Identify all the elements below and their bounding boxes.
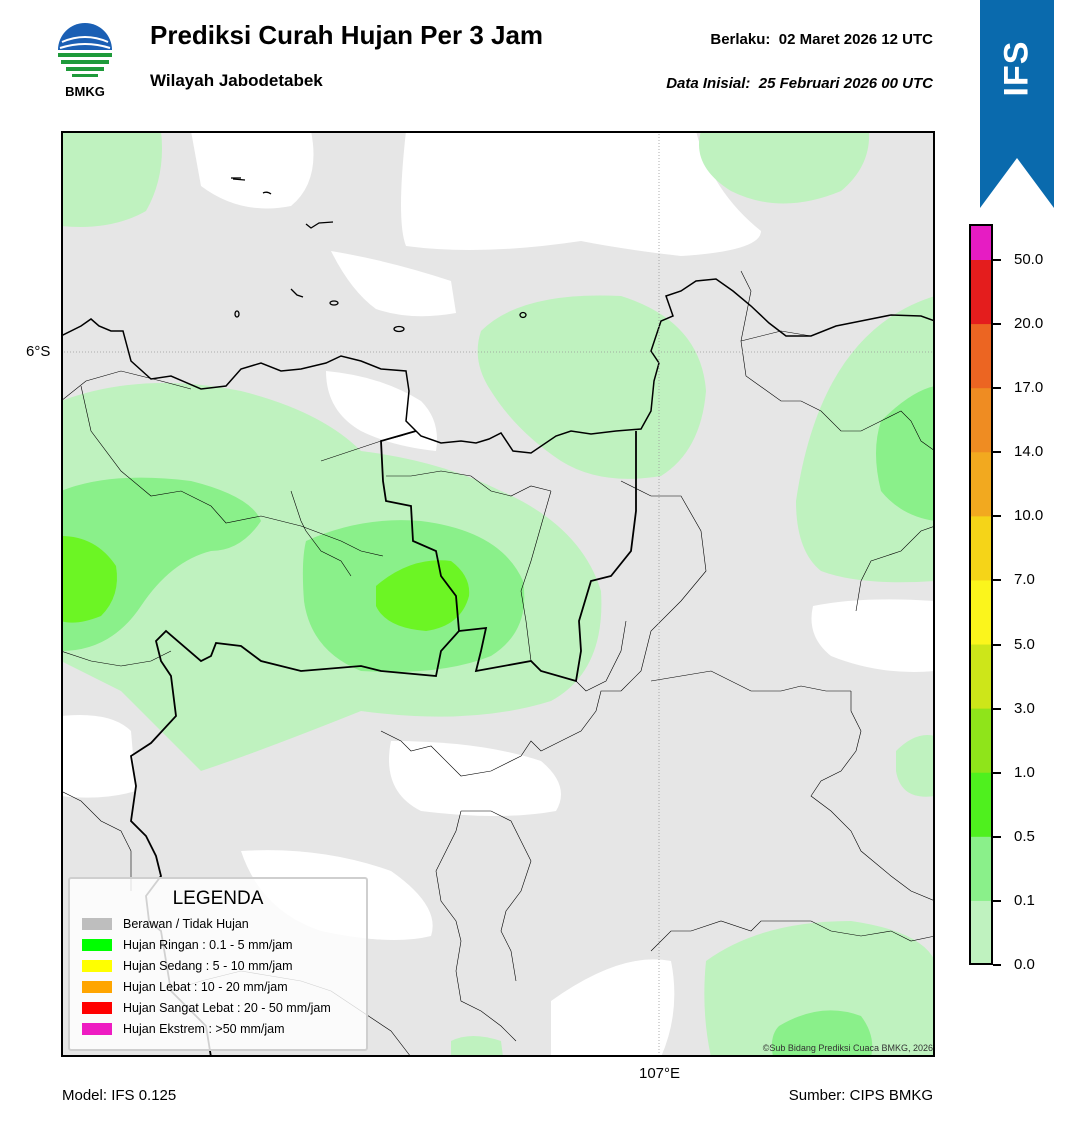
colorbar-tick-label: 14.0 <box>1014 443 1044 461</box>
legend-swatch <box>82 981 112 993</box>
legend-swatch <box>82 939 112 951</box>
legend-item-label: Hujan Lebat : 10 - 20 mm/jam <box>123 980 288 994</box>
colorbar-tick <box>993 707 1001 710</box>
legend-item-label: Hujan Ekstrem : >50 mm/jam <box>123 1022 285 1036</box>
latitude-label: 6°S <box>26 343 51 360</box>
gridlines <box>61 131 935 1057</box>
regency-borders <box>61 270 935 1057</box>
colorbar <box>969 224 993 965</box>
coastline <box>61 278 935 454</box>
legend-swatch <box>82 1023 112 1035</box>
legend: LEGENDA Berawan / Tidak Hujan Hujan Ring… <box>68 877 368 1051</box>
ifs-badge-text: IFS <box>997 40 1036 96</box>
legend-item-label: Hujan Sedang : 5 - 10 mm/jam <box>123 959 293 973</box>
page-title: Prediksi Curah Hujan Per 3 Jam <box>150 20 544 50</box>
colorbar-tick-label: 50.0 <box>1014 251 1044 268</box>
model-label: Model: IFS 0.125 <box>62 1087 177 1104</box>
map-frame <box>61 131 935 1057</box>
colorbar-tick <box>993 259 1001 261</box>
colorbar-tick-label: 5.0 <box>1014 635 1035 653</box>
colorbar-tick-label: 7.0 <box>1014 571 1035 589</box>
colorbar-tick-label: 0.1 <box>1014 891 1035 909</box>
colorbar-tick <box>993 771 1001 774</box>
colorbar-tick <box>993 323 1001 326</box>
rainfall-map <box>61 131 935 1057</box>
legend-item-label: Hujan Sangat Lebat : 20 - 50 mm/jam <box>123 1001 331 1015</box>
page-subtitle: Wilayah Jabodetabek <box>150 71 323 90</box>
colorbar-tick-label: 0.0 <box>1014 956 1035 973</box>
valid-time: Berlaku: 02 Maret 2026 12 UTC <box>710 31 933 48</box>
colorbar-segment <box>969 388 993 453</box>
init-time: Data Inisial: 25 Februari 2026 00 UTC <box>666 75 933 92</box>
legend-swatch <box>82 1002 112 1014</box>
ifs-badge <box>980 0 1054 208</box>
colorbar-tick <box>993 515 1001 518</box>
legend-item: Hujan Sangat Lebat : 20 - 50 mm/jam <box>82 998 331 1018</box>
colorbar-tick <box>993 899 1001 902</box>
colorbar-tick-label: 0.5 <box>1014 827 1035 845</box>
colorbar-segment <box>969 772 993 838</box>
init-value: 25 Februari 2026 00 UTC <box>758 75 933 92</box>
legend-item: Hujan Lebat : 10 - 20 mm/jam <box>82 977 288 997</box>
colorbar-tick-label: 10.0 <box>1014 507 1044 525</box>
legend-swatch <box>82 918 112 930</box>
bmkg-logo <box>58 23 112 77</box>
colorbar-segment <box>969 836 993 902</box>
legend-item: Hujan Ringan : 0.1 - 5 mm/jam <box>82 935 293 955</box>
rain-1-0-areas <box>61 536 470 631</box>
colorbar-tick-label: 1.0 <box>1014 763 1035 781</box>
colorbar-segment <box>969 452 993 517</box>
colorbar-tick-label: 20.0 <box>1014 315 1044 333</box>
colorbar-segment <box>969 516 993 581</box>
legend-swatch <box>82 960 112 972</box>
islands <box>231 177 527 333</box>
valid-value: 02 Maret 2026 12 UTC <box>778 31 933 48</box>
copyright-text: ©Sub Bidang Prediksi Cuaca BMKG, 2026 <box>762 1043 933 1053</box>
colorbar-tick <box>993 579 1001 582</box>
colorbar-tick-label: 3.0 <box>1014 699 1035 717</box>
source-label: Sumber: CIPS BMKG <box>788 1087 933 1104</box>
legend-item: Hujan Ekstrem : >50 mm/jam <box>82 1019 285 1039</box>
colorbar-segment <box>969 260 993 325</box>
logo-text: BMKG <box>65 84 105 99</box>
no-cloud-areas <box>61 131 935 1057</box>
colorbar-tick <box>993 387 1001 390</box>
init-label: Data Inisial: <box>666 75 751 92</box>
colorbar-segment <box>969 644 993 710</box>
colorbar-tick <box>993 835 1001 838</box>
longitude-label: 107°E <box>639 1065 681 1082</box>
colorbar-segment <box>969 224 993 261</box>
colorbar-tick <box>993 643 1001 646</box>
colorbar-tick-label: 17.0 <box>1014 379 1044 397</box>
colorbar-tick <box>993 964 1001 966</box>
legend-item-label: Hujan Ringan : 0.1 - 5 mm/jam <box>123 938 293 952</box>
colorbar-segment <box>969 708 993 774</box>
legend-item: Hujan Sedang : 5 - 10 mm/jam <box>82 956 293 976</box>
legend-item-label: Berawan / Tidak Hujan <box>123 917 249 931</box>
legend-item: Berawan / Tidak Hujan <box>82 914 249 934</box>
colorbar-frame <box>969 224 993 965</box>
colorbar-segment <box>969 324 993 389</box>
legend-title: LEGENDA <box>172 888 264 909</box>
colorbar-tick <box>993 451 1001 454</box>
valid-label: Berlaku: <box>710 31 771 48</box>
colorbar-segment <box>969 580 993 646</box>
colorbar-segment <box>969 900 993 965</box>
